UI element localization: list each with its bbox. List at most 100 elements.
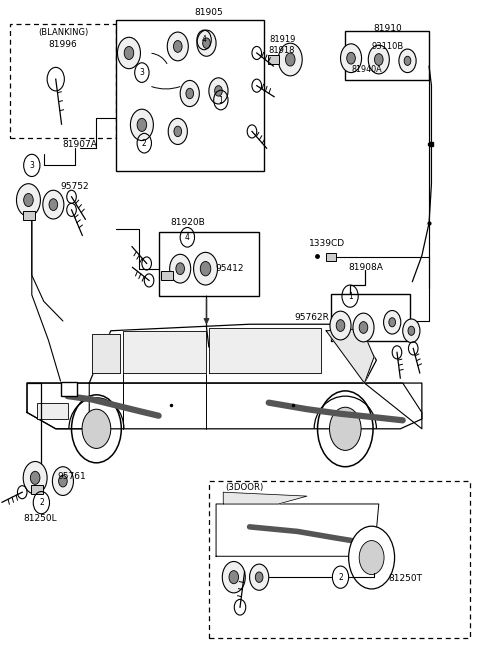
Text: 2: 2 xyxy=(142,139,147,147)
Bar xyxy=(116,20,264,171)
Circle shape xyxy=(330,311,351,340)
Text: 95752: 95752 xyxy=(60,183,89,191)
Text: 81250L: 81250L xyxy=(23,514,57,523)
Circle shape xyxy=(72,395,121,463)
Circle shape xyxy=(168,119,187,145)
Text: 95761: 95761 xyxy=(57,472,86,481)
Circle shape xyxy=(408,326,415,335)
Circle shape xyxy=(200,261,211,276)
Polygon shape xyxy=(89,324,376,383)
Polygon shape xyxy=(223,492,307,504)
Circle shape xyxy=(52,467,73,495)
Text: 81908A: 81908A xyxy=(348,263,383,272)
Circle shape xyxy=(124,47,134,60)
Circle shape xyxy=(82,409,111,449)
Circle shape xyxy=(384,310,401,334)
Polygon shape xyxy=(92,334,120,373)
Circle shape xyxy=(59,476,67,487)
Circle shape xyxy=(229,571,239,584)
Bar xyxy=(31,485,43,494)
Circle shape xyxy=(203,38,210,48)
Text: 3: 3 xyxy=(140,68,144,77)
Circle shape xyxy=(173,41,182,52)
Circle shape xyxy=(174,126,181,137)
Bar xyxy=(60,382,77,396)
Polygon shape xyxy=(27,383,89,429)
Text: 81907A: 81907A xyxy=(62,140,97,149)
Circle shape xyxy=(176,263,184,274)
Text: 1: 1 xyxy=(218,96,223,105)
Circle shape xyxy=(131,109,154,141)
Circle shape xyxy=(399,49,416,73)
Circle shape xyxy=(347,52,355,64)
Text: (BLANKING): (BLANKING) xyxy=(38,28,88,37)
Circle shape xyxy=(255,572,263,582)
Circle shape xyxy=(16,183,40,216)
Circle shape xyxy=(250,564,269,590)
Circle shape xyxy=(222,561,245,593)
Circle shape xyxy=(353,313,374,342)
Text: 4: 4 xyxy=(185,233,190,242)
Bar xyxy=(345,31,429,81)
Circle shape xyxy=(340,44,361,73)
Bar xyxy=(161,271,173,280)
Text: 3: 3 xyxy=(29,161,34,170)
Bar xyxy=(10,24,116,138)
Text: 81905: 81905 xyxy=(194,8,223,17)
Text: 81910: 81910 xyxy=(373,24,402,33)
Bar xyxy=(209,481,470,638)
Circle shape xyxy=(186,88,193,99)
Text: 81250T: 81250T xyxy=(388,574,422,583)
Circle shape xyxy=(43,190,64,219)
Bar xyxy=(158,232,259,296)
Text: 1339CD: 1339CD xyxy=(309,239,345,248)
Bar xyxy=(268,55,279,64)
Circle shape xyxy=(167,32,188,61)
Circle shape xyxy=(336,320,345,331)
Bar xyxy=(331,294,410,341)
Circle shape xyxy=(374,54,383,66)
Text: 2: 2 xyxy=(338,572,343,582)
Circle shape xyxy=(403,319,420,343)
Bar xyxy=(24,210,36,219)
Polygon shape xyxy=(216,504,379,556)
Text: 1: 1 xyxy=(348,291,352,301)
Text: 95412: 95412 xyxy=(215,264,244,273)
Circle shape xyxy=(209,78,228,104)
Circle shape xyxy=(359,540,384,574)
Bar xyxy=(36,403,68,419)
Circle shape xyxy=(329,407,361,451)
Polygon shape xyxy=(209,328,322,373)
Polygon shape xyxy=(27,383,422,429)
Circle shape xyxy=(359,322,368,333)
Circle shape xyxy=(404,56,411,66)
Polygon shape xyxy=(123,331,206,373)
Circle shape xyxy=(169,254,191,283)
Text: 4: 4 xyxy=(202,35,206,45)
Bar xyxy=(325,253,336,261)
Circle shape xyxy=(318,391,373,467)
Circle shape xyxy=(23,462,47,494)
Text: (3DOOR): (3DOOR) xyxy=(226,483,264,492)
Text: 95762R: 95762R xyxy=(294,313,329,322)
Circle shape xyxy=(278,43,302,76)
Circle shape xyxy=(368,45,389,74)
Text: 2: 2 xyxy=(39,498,44,507)
Circle shape xyxy=(286,53,295,66)
Text: 93110B: 93110B xyxy=(372,42,404,51)
Circle shape xyxy=(24,193,33,206)
Polygon shape xyxy=(364,383,422,429)
Text: 81918: 81918 xyxy=(269,46,295,55)
Circle shape xyxy=(348,526,395,589)
Circle shape xyxy=(389,318,396,327)
Circle shape xyxy=(49,198,58,210)
Text: 81920B: 81920B xyxy=(170,218,205,227)
Circle shape xyxy=(137,119,147,132)
Polygon shape xyxy=(326,329,374,383)
Circle shape xyxy=(118,37,141,69)
Text: 81996: 81996 xyxy=(48,40,77,49)
Circle shape xyxy=(215,86,222,96)
Circle shape xyxy=(180,81,199,107)
Circle shape xyxy=(30,472,40,484)
Text: 81940A: 81940A xyxy=(351,65,382,74)
